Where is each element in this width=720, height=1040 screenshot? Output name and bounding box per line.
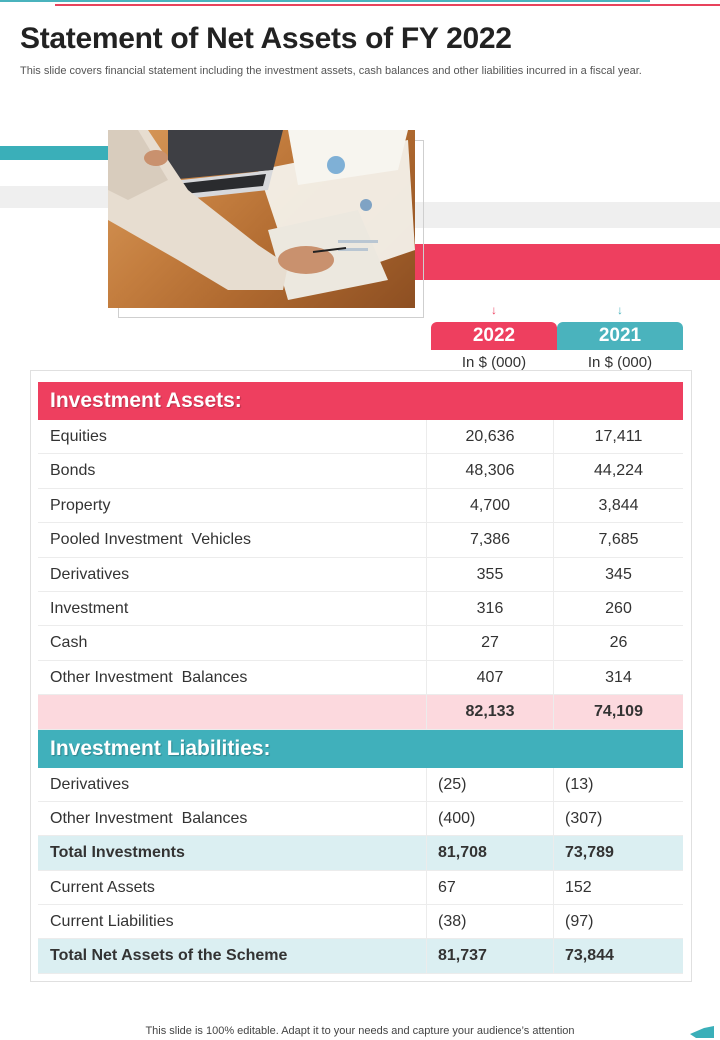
row-label — [38, 695, 427, 729]
row-label: Total Investments — [38, 836, 427, 870]
net-assets-table: Investment Assets: Equities 20,636 17,41… — [38, 382, 683, 974]
row-label: Other Investment Balances — [38, 801, 427, 836]
value-2022: 316 — [427, 591, 554, 626]
table-row: Property 4,700 3,844 — [38, 488, 683, 524]
row-label: Property — [38, 488, 427, 523]
decor-band-red — [414, 244, 720, 280]
value-2021: 7,685 — [598, 531, 639, 549]
value-2021: 3,844 — [598, 496, 639, 514]
value-2022: 407 — [427, 660, 554, 695]
table-row: Current Liabilities (38) (97) — [38, 905, 683, 940]
row-label: Equities — [38, 420, 427, 454]
value-2022: 4,700 — [427, 488, 554, 523]
brand-wave-icon — [690, 1026, 714, 1038]
table-row: Pooled Investment Vehicles 7,386 7,685 — [38, 523, 683, 558]
table-frame — [30, 370, 692, 982]
chevron-down-icon: ↓ — [617, 303, 623, 317]
value-2021: 260 — [605, 599, 632, 617]
unit-label-2021: In $ (000) — [587, 354, 653, 371]
subtotal-row-investment-assets: 82,133 74,109 — [38, 695, 683, 730]
value-2022: 27 — [427, 626, 554, 660]
value-2021: (13) — [565, 775, 594, 793]
value-2021: 26 — [609, 634, 628, 652]
footer-note: This slide is 100% editable. Adapt it to… — [145, 1025, 575, 1037]
total-net-assets-row: Total Net Assets of the Scheme 81,737 73… — [38, 939, 683, 974]
unit-label-2022: In $ (000) — [461, 354, 527, 371]
value-2022: (400) — [427, 801, 554, 836]
decor-band-gray-left — [0, 186, 110, 208]
row-label: Total Net Assets of the Scheme — [38, 939, 427, 973]
row-label: Bonds — [38, 454, 427, 488]
table-row: Investment 316 260 — [38, 591, 683, 627]
page-subtitle: This slide covers financial statement in… — [20, 65, 642, 77]
decor-band-gray-right — [414, 202, 720, 228]
table-row: Derivatives (25) (13) — [38, 767, 683, 802]
top-accent-teal — [0, 0, 650, 2]
table-row: Equities 20,636 17,411 — [38, 420, 683, 455]
value-2021: (97) — [565, 913, 594, 931]
value-2022: 67 — [427, 870, 554, 905]
table-row: Other Investment Balances (400) (307) — [38, 801, 683, 837]
value-2022: 81,708 — [427, 836, 554, 870]
row-label: Pooled Investment Vehicles — [38, 523, 427, 557]
value-2021: 73,789 — [565, 844, 614, 862]
row-label: Investment — [38, 591, 427, 626]
office-desk-photo — [108, 130, 415, 308]
value-2021: 17,411 — [594, 428, 643, 445]
decor-band-teal — [0, 146, 110, 160]
value-2022: 81,737 — [427, 939, 554, 973]
total-investments-row: Total Investments 81,708 73,789 — [38, 836, 683, 871]
row-label: Derivatives — [38, 767, 427, 801]
chevron-down-icon: ↓ — [491, 303, 497, 317]
value-2021: 73,844 — [565, 947, 614, 965]
row-label: Derivatives — [38, 557, 427, 591]
value-2022: (25) — [427, 767, 554, 801]
value-2021: 152 — [565, 878, 592, 896]
table-row: Current Assets 67 152 — [38, 870, 683, 906]
value-2022: 48,306 — [427, 454, 554, 488]
page-title: Statement of Net Assets of FY 2022 — [20, 22, 512, 55]
table-row: Bonds 48,306 44,224 — [38, 454, 683, 489]
value-2021: 44,224 — [594, 462, 643, 480]
section-heading-investment-assets: Investment Assets: — [38, 382, 683, 420]
row-label: Cash — [38, 626, 427, 660]
column-header-2021: 2021 — [557, 322, 683, 350]
value-2021: (307) — [565, 809, 603, 827]
table-row: Cash 27 26 — [38, 626, 683, 661]
section-heading-investment-liabilities: Investment Liabilities: — [38, 729, 683, 768]
top-accent-red — [55, 4, 720, 6]
value-2022: 82,133 — [427, 695, 554, 729]
value-2021: 345 — [605, 565, 632, 583]
value-2021: 314 — [605, 668, 632, 686]
table-row: Other Investment Balances 407 314 — [38, 660, 683, 696]
value-2022: 355 — [427, 557, 554, 591]
value-2021: 74,109 — [594, 703, 643, 721]
row-label: Other Investment Balances — [38, 660, 427, 695]
row-label: Current Assets — [38, 870, 427, 905]
column-header-2022: 2022 — [431, 322, 557, 350]
value-2022: 7,386 — [427, 523, 554, 557]
table-row: Derivatives 355 345 — [38, 557, 683, 592]
value-2022: (38) — [427, 905, 554, 939]
row-label: Current Liabilities — [38, 905, 427, 939]
value-2022: 20,636 — [427, 420, 554, 454]
